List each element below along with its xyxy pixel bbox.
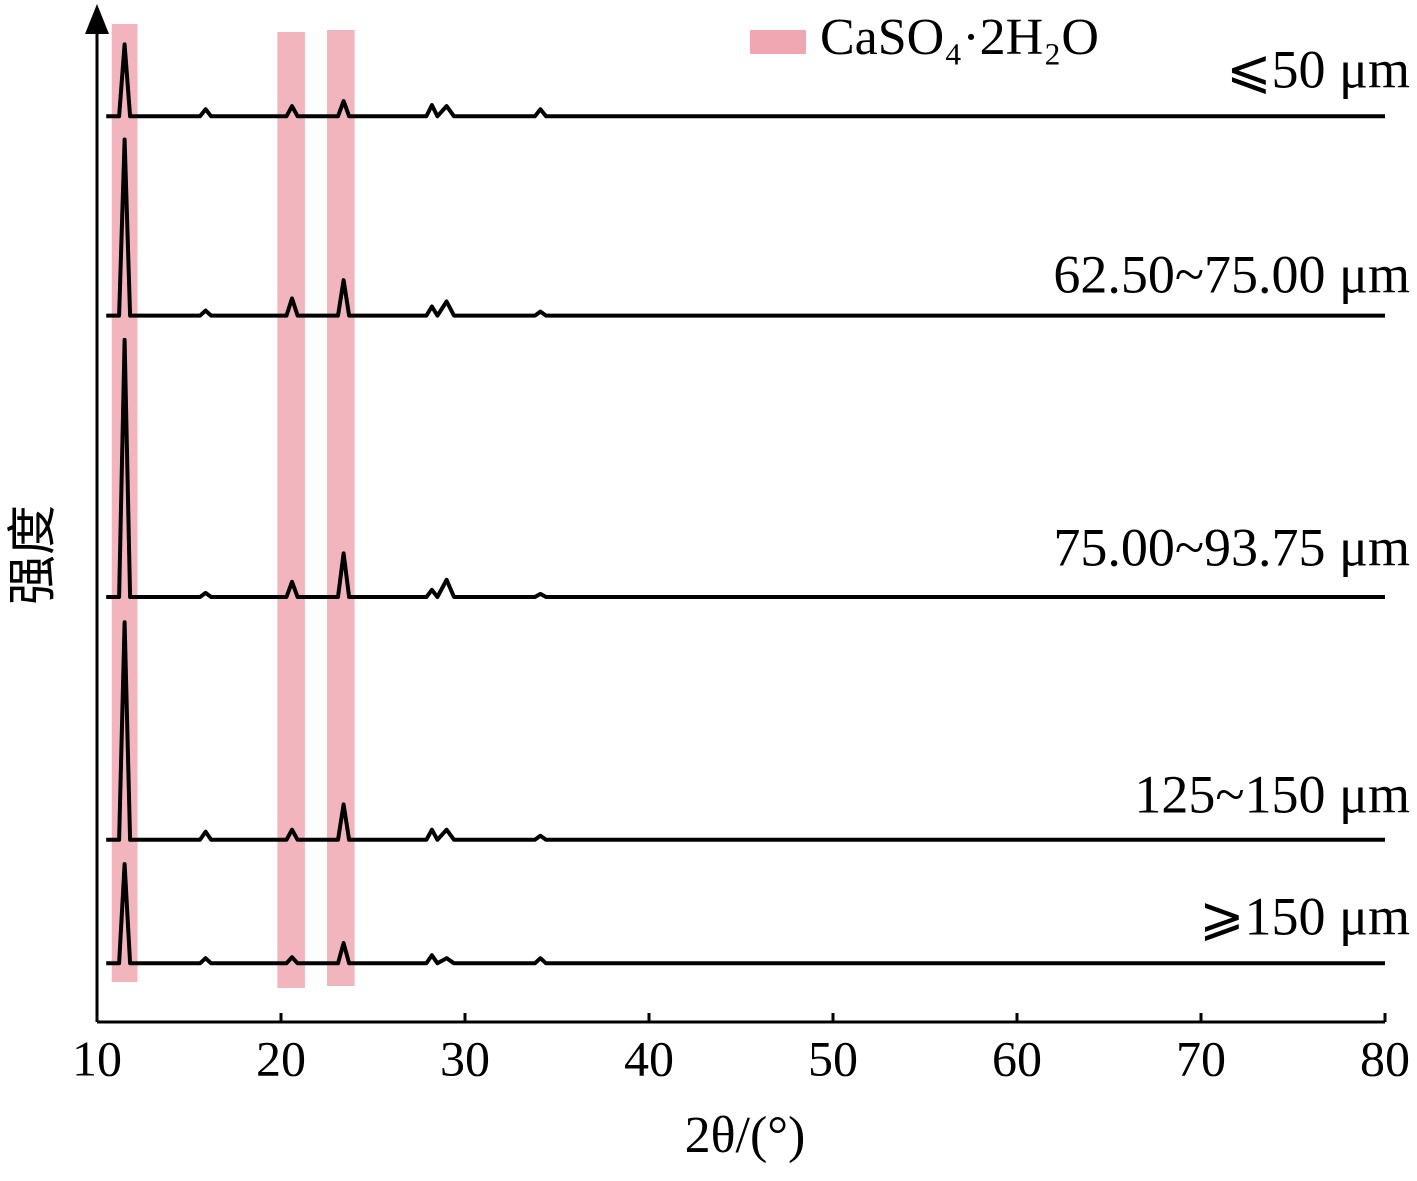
x-tick-label: 20 — [256, 1030, 306, 1086]
series-label: ⩽50 μm — [1226, 39, 1410, 99]
series-label: 75.00~93.75 μm — [1053, 517, 1410, 577]
xrd-trace — [106, 137, 1385, 318]
xrd-trace — [106, 42, 1385, 119]
highlight-band — [327, 30, 355, 986]
series-label: ⩾150 μm — [1199, 886, 1410, 946]
legend-swatch — [750, 30, 806, 54]
series-label: 62.50~75.00 μm — [1053, 244, 1410, 304]
x-tick-label: 60 — [992, 1030, 1042, 1086]
x-tick-label: 70 — [1176, 1030, 1226, 1086]
y-axis-arrow — [85, 4, 109, 34]
x-tick-label: 10 — [72, 1030, 122, 1086]
series-label: 125~150 μm — [1134, 764, 1410, 824]
xrd-trace — [106, 337, 1385, 599]
highlight-band — [277, 32, 305, 988]
x-tick-label: 50 — [808, 1030, 858, 1086]
x-tick-label: 80 — [1360, 1030, 1410, 1086]
x-tick-label: 30 — [440, 1030, 490, 1086]
x-tick-label: 40 — [624, 1030, 674, 1086]
legend-label: CaSO₄·2H₂O — [820, 9, 1099, 66]
xrd-trace — [106, 862, 1385, 966]
xrd-trace — [106, 620, 1385, 842]
x-axis-label: 2θ/(°) — [685, 1107, 806, 1164]
y-axis-label: 强度 — [4, 505, 60, 605]
